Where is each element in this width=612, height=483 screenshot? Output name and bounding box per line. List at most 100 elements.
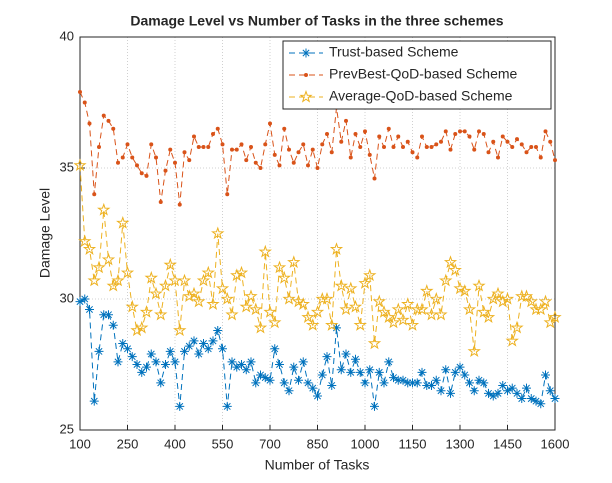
marker <box>163 257 177 271</box>
marker <box>367 152 372 157</box>
marker <box>519 289 534 303</box>
marker <box>403 378 413 388</box>
marker <box>94 346 104 356</box>
marker <box>488 391 498 401</box>
marker <box>446 388 455 398</box>
marker <box>301 310 315 324</box>
marker <box>382 310 396 324</box>
marker <box>206 145 211 150</box>
marker <box>379 378 389 388</box>
marker <box>113 357 123 367</box>
marker <box>130 155 135 160</box>
marker <box>386 315 401 329</box>
marker <box>187 286 201 300</box>
marker <box>237 360 246 369</box>
marker <box>268 315 282 329</box>
marker <box>548 310 562 324</box>
marker <box>182 150 187 155</box>
marker <box>510 320 524 334</box>
marker <box>220 142 225 147</box>
marker <box>73 158 87 172</box>
marker <box>348 155 353 160</box>
marker <box>135 320 149 334</box>
marker <box>135 163 139 168</box>
marker <box>477 129 481 134</box>
marker <box>303 378 313 388</box>
marker <box>479 378 489 388</box>
marker <box>346 367 356 377</box>
marker <box>296 297 310 310</box>
marker <box>472 278 486 292</box>
marker <box>522 383 531 393</box>
legend-box <box>282 40 552 110</box>
marker <box>462 302 477 316</box>
marker <box>139 171 144 176</box>
marker <box>92 260 106 274</box>
marker <box>543 129 548 134</box>
marker <box>291 160 296 165</box>
marker <box>220 291 234 305</box>
marker <box>161 360 170 369</box>
marker <box>541 370 550 380</box>
marker <box>524 150 529 155</box>
marker <box>92 192 97 197</box>
chart-title: Damage Level vs Number of Tasks in the t… <box>130 13 503 29</box>
marker <box>496 155 500 160</box>
legend-label: Trust-based Scheme <box>329 44 459 60</box>
marker <box>500 134 505 139</box>
marker <box>310 147 315 152</box>
marker <box>313 391 322 401</box>
marker <box>429 291 443 305</box>
y-axis-label: Damage Level <box>37 188 53 278</box>
marker <box>491 286 505 300</box>
marker <box>363 129 367 134</box>
marker <box>296 150 301 155</box>
marker <box>427 380 436 390</box>
marker <box>460 370 470 380</box>
marker <box>500 291 515 305</box>
x-tick-label: 250 <box>117 436 139 451</box>
marker <box>458 129 462 134</box>
marker <box>405 139 410 144</box>
marker <box>139 305 154 318</box>
marker <box>374 367 384 377</box>
marker <box>256 370 265 380</box>
x-tick-label: 550 <box>212 436 234 451</box>
marker <box>277 270 291 284</box>
y-tick-label: 25 <box>60 421 74 436</box>
marker <box>341 349 351 359</box>
marker <box>505 139 510 144</box>
marker <box>106 118 111 123</box>
marker <box>130 323 144 337</box>
marker <box>498 380 508 390</box>
marker <box>289 362 299 372</box>
marker <box>177 202 182 207</box>
marker <box>505 333 519 347</box>
marker <box>89 396 99 406</box>
marker <box>149 142 154 147</box>
x-axis-label: Number of Tasks <box>265 457 370 473</box>
marker <box>203 344 213 354</box>
marker <box>481 310 496 324</box>
marker <box>125 142 130 147</box>
marker <box>353 318 367 331</box>
marker <box>553 158 557 163</box>
marker <box>222 401 232 411</box>
marker <box>239 299 254 313</box>
marker <box>127 352 137 362</box>
marker <box>448 147 453 152</box>
x-tick-label: 1150 <box>399 436 427 451</box>
marker <box>132 360 142 369</box>
marker <box>486 291 500 305</box>
marker <box>467 344 481 358</box>
marker <box>472 147 477 152</box>
marker <box>149 286 163 300</box>
marker <box>453 131 458 136</box>
marker <box>77 234 92 248</box>
marker <box>225 307 239 321</box>
marker <box>306 163 310 168</box>
series <box>73 158 562 358</box>
marker <box>519 142 524 147</box>
marker <box>192 294 206 308</box>
marker <box>412 378 422 388</box>
